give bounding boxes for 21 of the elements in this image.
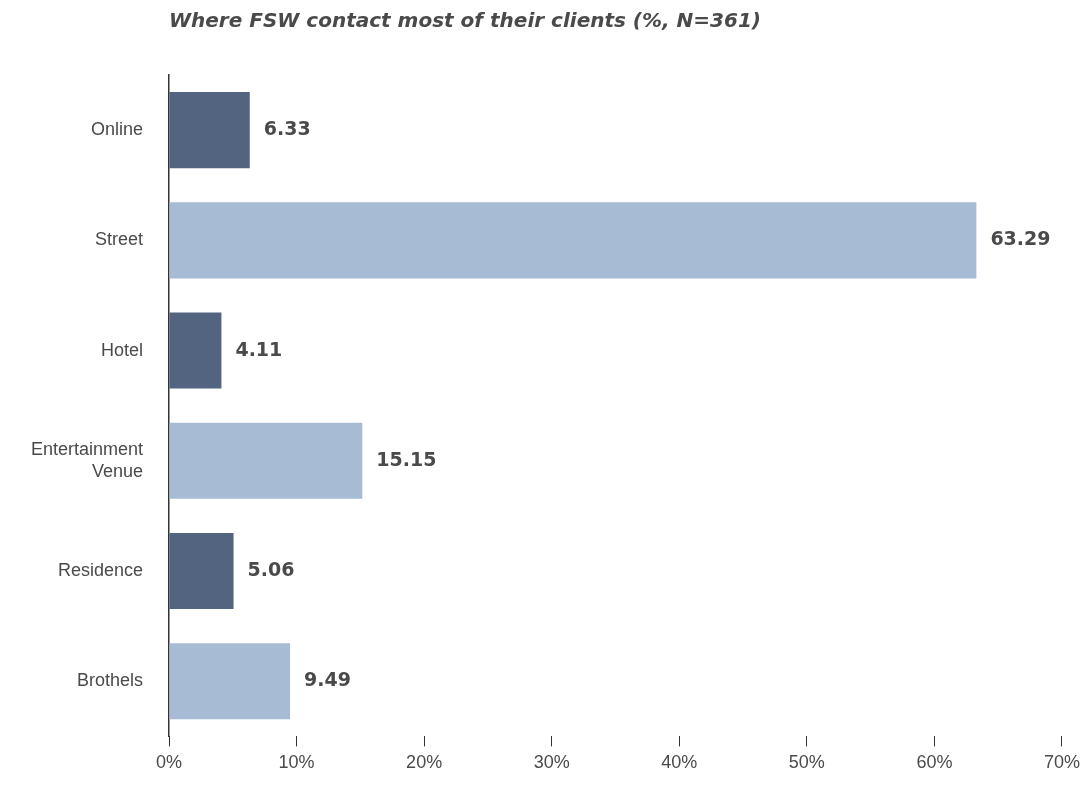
x-tick-label: 20%	[406, 752, 443, 773]
data-label: 15.15	[376, 447, 437, 470]
data-label: 5.06	[247, 557, 295, 580]
y-tick-label: Online	[90, 119, 143, 140]
chart-title: Where FSW contact most of their clients (%, N=361)	[169, 8, 761, 32]
data-label: 63.29	[990, 227, 1051, 250]
x-tick-label: 0%	[155, 752, 183, 773]
x-tick-label: 40%	[661, 752, 698, 773]
y-tick-label: Brothels	[76, 670, 143, 691]
x-tick-label: 10%	[278, 752, 315, 773]
data-label: 6.33	[263, 117, 311, 140]
data-label: 9.49	[304, 668, 351, 691]
x-tick-label: 30%	[533, 752, 570, 773]
y-tick-label: Entertainment Venue	[30, 438, 143, 481]
y-tick-label: Residence	[57, 560, 143, 581]
data-label: 4.11	[235, 337, 283, 360]
y-tick-label: Street	[94, 229, 143, 250]
x-tick-label: 70%	[1043, 752, 1080, 773]
x-tick-label: 50%	[788, 752, 825, 773]
y-tick-label: Hotel	[100, 339, 143, 360]
x-tick-label: 60%	[916, 752, 953, 773]
